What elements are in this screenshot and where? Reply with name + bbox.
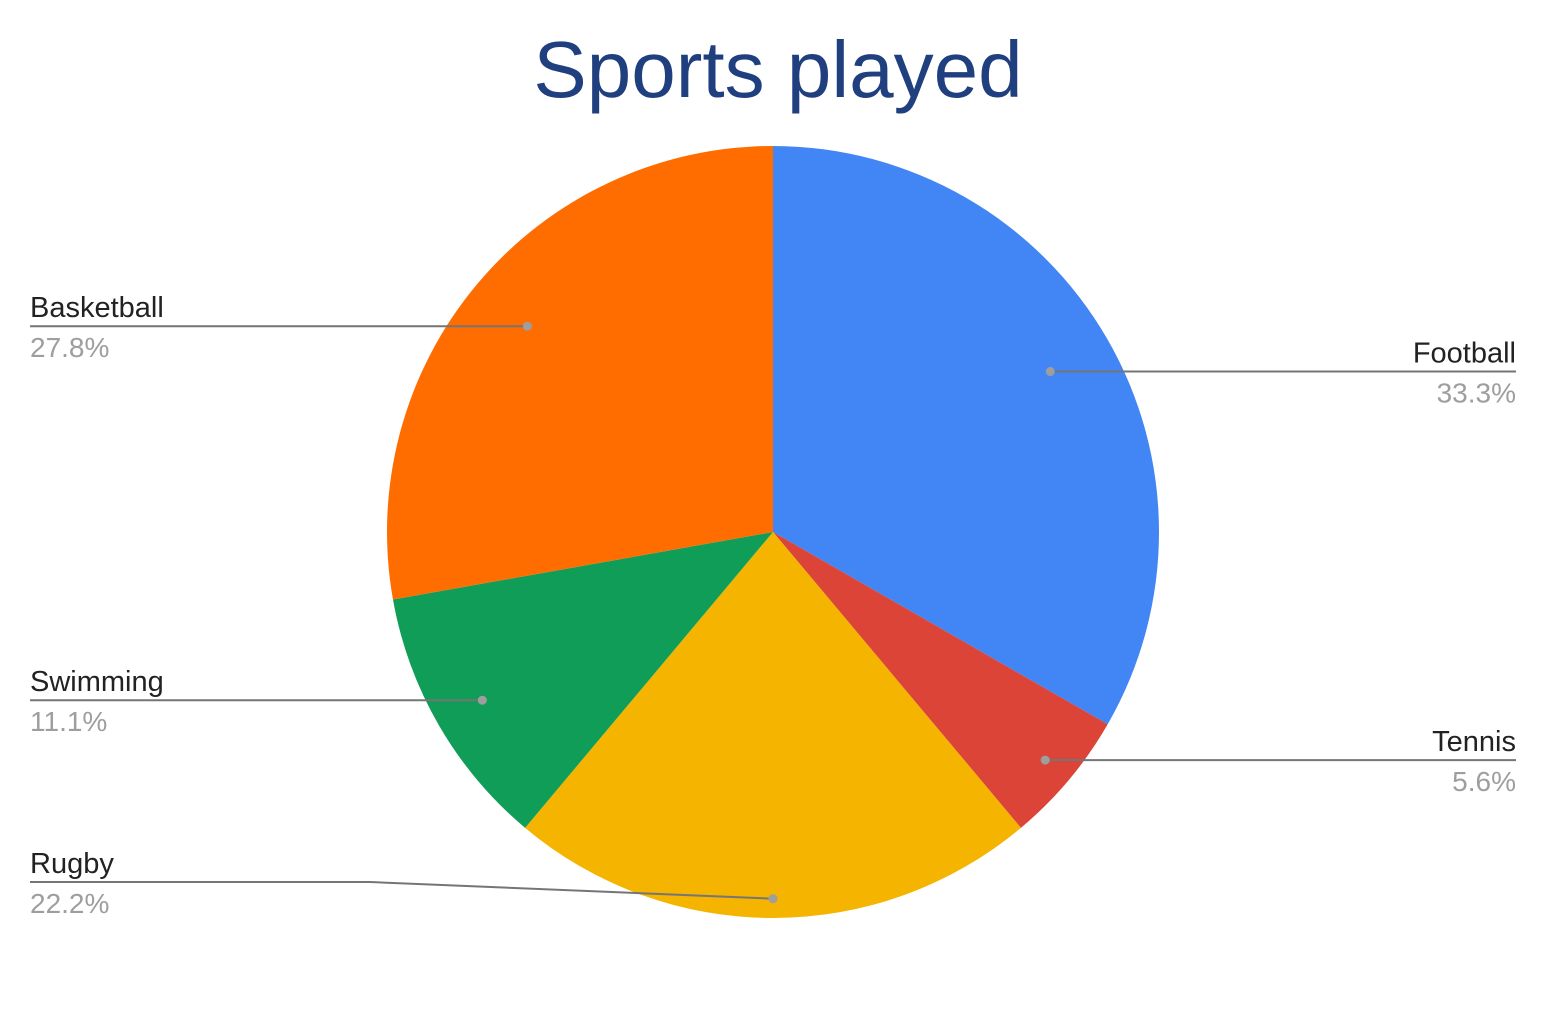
slice-value-basketball: 27.8% [30,332,109,363]
slice-value-tennis: 5.6% [1452,766,1516,797]
leader-dot-tennis [1040,755,1050,765]
pie-slice-football[interactable] [773,146,1159,725]
labels-layer: Football 33.3% Tennis 5.6% Rugby 22.2% Swimmin… [30,292,1516,919]
slices-layer [387,146,1159,918]
slice-value-football: 33.3% [1437,378,1516,409]
slice-label-football: Football [1413,338,1516,370]
leader-dot-basketball [522,321,532,331]
leader-dot-football [1045,367,1055,377]
pie-slice-rugby[interactable] [525,532,1021,918]
pie-slice-basketball[interactable] [387,146,773,600]
slice-value-rugby: 22.2% [30,888,109,919]
leader-line-rugby [30,881,774,900]
pie-slice-tennis[interactable] [773,532,1108,828]
slice-value-swimming: 11.1% [30,706,107,737]
leader-dot-rugby [768,894,778,904]
leader-dot-swimming [477,695,487,705]
slice-label-rugby: Rugby [30,848,114,880]
pie-slice-swimming[interactable] [392,532,773,828]
slice-label-tennis: Tennis [1432,726,1516,758]
chart-title: Sports played [533,25,1023,114]
slice-label-swimming: Swimming [30,666,164,698]
slice-label-basketball: Basketball [30,292,164,324]
leader-lines-layer [30,321,1516,904]
